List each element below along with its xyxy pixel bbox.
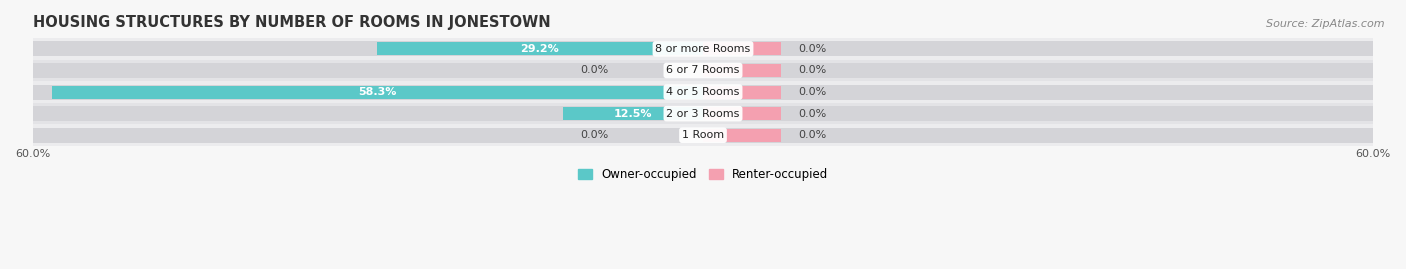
Text: HOUSING STRUCTURES BY NUMBER OF ROOMS IN JONESTOWN: HOUSING STRUCTURES BY NUMBER OF ROOMS IN… [32, 15, 550, 30]
Text: 0.0%: 0.0% [799, 130, 827, 140]
Text: 29.2%: 29.2% [520, 44, 560, 54]
Bar [32, 125, 1374, 146]
Text: 12.5%: 12.5% [614, 109, 652, 119]
Bar [32, 103, 1374, 125]
Text: 0.0%: 0.0% [799, 87, 827, 97]
Bar [32, 41, 1374, 56]
Text: Source: ZipAtlas.com: Source: ZipAtlas.com [1267, 19, 1385, 29]
Bar [703, 129, 782, 142]
Bar [564, 107, 703, 120]
Text: 6 or 7 Rooms: 6 or 7 Rooms [666, 65, 740, 76]
Bar [32, 81, 1374, 103]
Bar [32, 106, 1374, 121]
Text: 1 Room: 1 Room [682, 130, 724, 140]
Bar [703, 107, 782, 120]
Text: 58.3%: 58.3% [359, 87, 396, 97]
Bar [32, 63, 1374, 78]
Text: 0.0%: 0.0% [799, 44, 827, 54]
Bar [703, 43, 782, 55]
Bar [703, 64, 782, 77]
Text: 8 or more Rooms: 8 or more Rooms [655, 44, 751, 54]
Bar [703, 86, 782, 98]
Bar [52, 86, 703, 98]
Bar [32, 60, 1374, 81]
Text: 0.0%: 0.0% [579, 65, 607, 76]
Legend: Owner-occupied, Renter-occupied: Owner-occupied, Renter-occupied [572, 163, 834, 185]
Text: 2 or 3 Rooms: 2 or 3 Rooms [666, 109, 740, 119]
Text: 0.0%: 0.0% [579, 130, 607, 140]
Bar [32, 38, 1374, 60]
Bar [377, 43, 703, 55]
Text: 4 or 5 Rooms: 4 or 5 Rooms [666, 87, 740, 97]
Text: 0.0%: 0.0% [799, 109, 827, 119]
Bar [32, 128, 1374, 143]
Bar [32, 84, 1374, 100]
Text: 0.0%: 0.0% [799, 65, 827, 76]
